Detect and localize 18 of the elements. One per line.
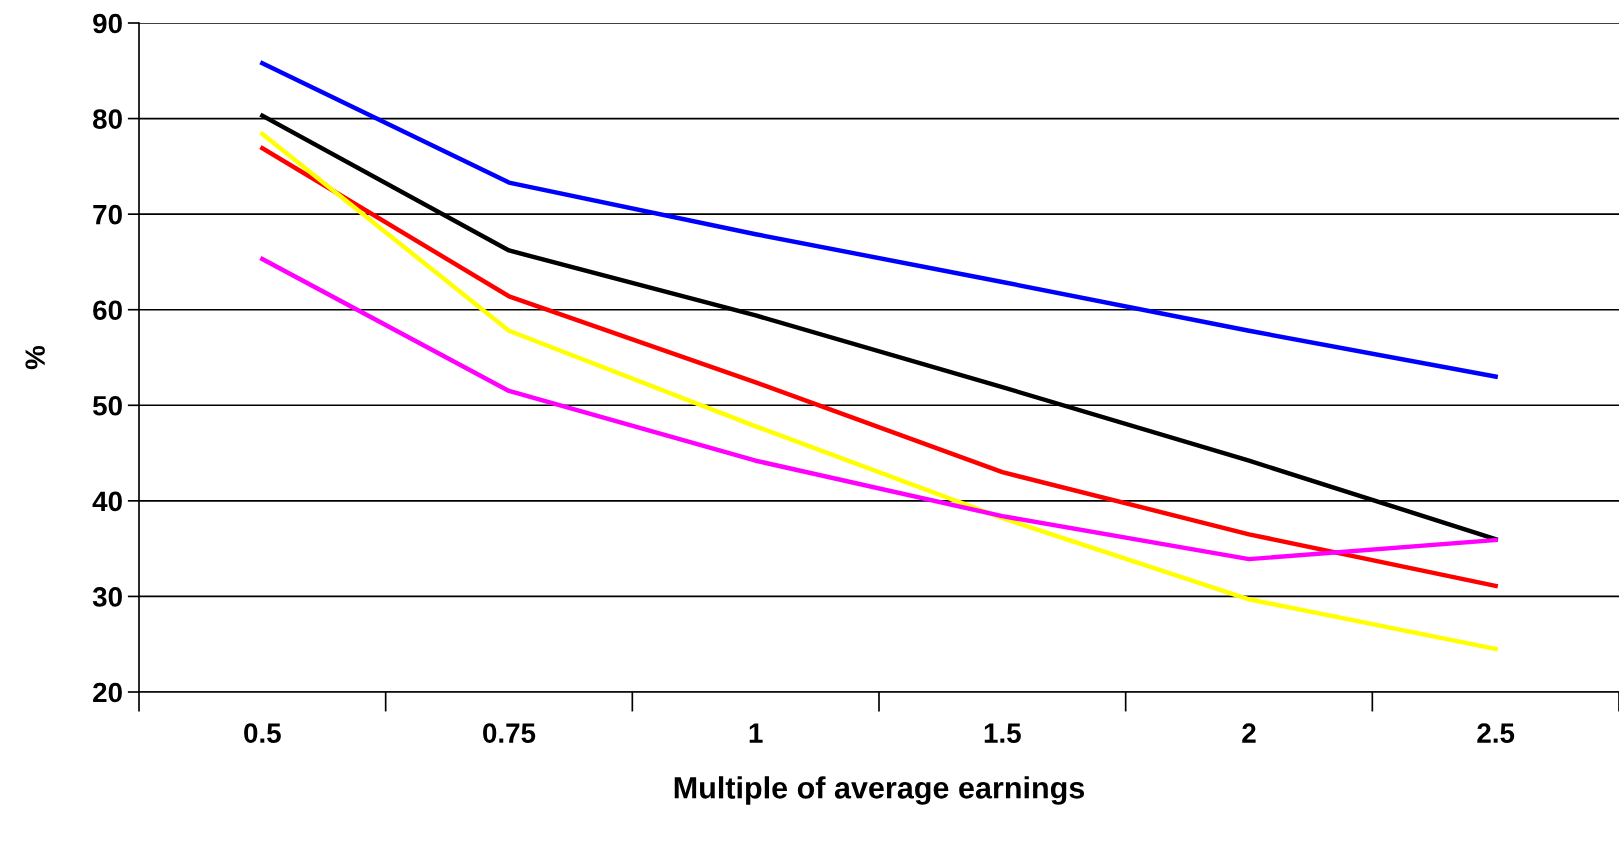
y-tick-label: 30 [92,587,122,607]
y-tick-label: 20 [93,682,122,703]
line-series [260,60,1498,379]
x-axis-title: Multiple of average earnings [674,776,1085,805]
y-tick-label: 60 [93,300,122,321]
x-tick-label: 2.5 [1477,723,1515,743]
x-tick-label: 2 [1242,723,1256,743]
y-tick-label: 50 [92,395,122,416]
y-tick-label: 40 [92,491,122,512]
y-tick-label: 70 [93,204,122,225]
x-tick-label: 1 [749,723,763,743]
y-tick-label: 90 [93,13,122,34]
x-tick-label: 0.5 [244,723,281,743]
x-tick-label: 1.5 [984,723,1021,743]
y-axis-title: % [25,345,45,370]
y-tick-label: 80 [93,109,122,129]
x-tick-label: 0.75 [483,723,536,743]
line-series [260,256,1498,562]
